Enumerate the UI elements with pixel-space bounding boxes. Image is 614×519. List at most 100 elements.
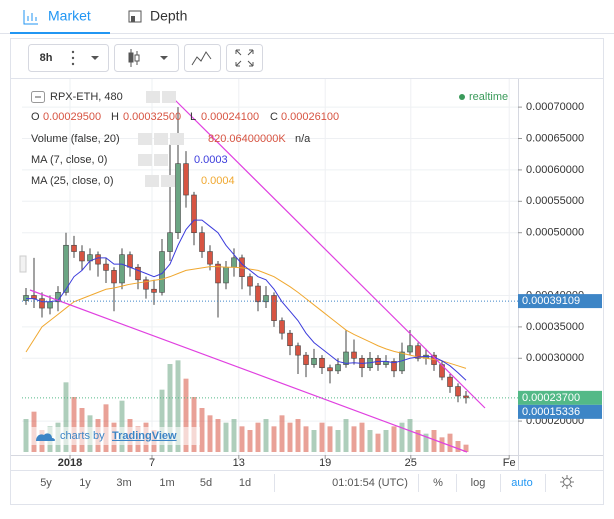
settings-button[interactable]: [146, 91, 160, 103]
grid: [22, 79, 518, 455]
fullscreen-button[interactable]: [226, 44, 263, 72]
interval-dropdown[interactable]: [71, 50, 99, 66]
y-tick-label: 0.00030000: [526, 352, 584, 364]
volume-bar: [279, 415, 285, 452]
market-icon: [23, 10, 38, 25]
volume-bar: [335, 430, 341, 452]
hide-button[interactable]: [154, 154, 168, 166]
range-button[interactable]: 1m: [159, 477, 174, 489]
candle-body: [263, 295, 269, 303]
hide-button[interactable]: [161, 175, 175, 187]
volume-bar: [167, 364, 173, 452]
tab-bar: [0, 0, 614, 34]
candle-body: [183, 163, 189, 196]
volume-bar: [247, 430, 253, 452]
volume-bar: [223, 422, 229, 452]
settings-gear[interactable]: [560, 475, 574, 489]
candle-body: [135, 266, 141, 281]
candle-body: [199, 232, 205, 252]
volume-bar: [271, 426, 277, 452]
volume-bar: [199, 408, 205, 452]
ohlc-value: 0.00029500: [43, 111, 101, 123]
candle-body: [247, 276, 253, 287]
candle-body: [303, 354, 309, 365]
candle-body: [287, 332, 293, 347]
candle-body: [47, 301, 53, 309]
ma7-legend: MA (7, close, 0): [31, 154, 107, 166]
tab-market[interactable]: Market: [48, 8, 91, 24]
candle-body: [415, 345, 421, 359]
volume-ma-box: [518, 404, 602, 419]
volume-legend: Volume (false, 20): [31, 133, 120, 145]
log-toggle[interactable]: log: [471, 477, 486, 489]
candle-body: [391, 361, 397, 372]
range-button[interactable]: 5y: [40, 477, 52, 489]
candle-body: [127, 254, 133, 268]
interval-label: 8h: [40, 52, 53, 64]
range-button[interactable]: 3m: [116, 477, 131, 489]
volume-bar: [71, 397, 77, 452]
candle-body: [175, 163, 181, 234]
auto-toggle[interactable]: auto: [511, 477, 532, 489]
volume-bar: [215, 419, 221, 452]
settings-button[interactable]: [138, 154, 152, 166]
volume-bar: [183, 378, 189, 452]
depth-icon: [128, 10, 142, 23]
volume-bar: [263, 419, 269, 452]
range-button[interactable]: 1y: [79, 477, 91, 489]
candle-body: [111, 270, 117, 284]
tab-depth[interactable]: Depth: [150, 8, 187, 24]
range-button[interactable]: 5d: [200, 477, 212, 489]
volume-bar: [407, 419, 413, 452]
volume-bar: [431, 430, 437, 452]
watermark[interactable]: charts by: [60, 430, 105, 442]
candle-body: [295, 345, 301, 356]
volume-bar: [391, 426, 397, 452]
settings-button[interactable]: [138, 133, 152, 145]
ohlc-label: C: [270, 111, 278, 123]
candle-body: [319, 357, 325, 369]
volume-bar: [327, 426, 333, 452]
percent-toggle[interactable]: %: [433, 477, 443, 489]
candle-body: [71, 244, 77, 252]
volume-bar: [239, 426, 245, 452]
trend-line[interactable]: [29, 289, 468, 453]
volume-bar: [311, 430, 317, 452]
candle-body: [95, 254, 101, 265]
volume-bar: [23, 419, 29, 452]
interval-button[interactable]: [28, 44, 109, 72]
hide-button[interactable]: [154, 133, 168, 145]
candle-body: [143, 279, 149, 290]
volume-legend-na: n/a: [295, 133, 311, 145]
candle-body: [39, 298, 45, 309]
candle-body: [351, 351, 357, 359]
candle-body: [79, 251, 85, 262]
price-label-box: [518, 294, 602, 309]
realtime-dot: [459, 94, 465, 100]
side-handle[interactable]: [19, 255, 27, 273]
volume-bar: [439, 437, 445, 452]
watermark-brand[interactable]: TradingView: [112, 430, 177, 442]
y-tick-label: 0.00035000: [526, 321, 584, 333]
remove-button[interactable]: [170, 133, 184, 145]
candle-body: [271, 295, 277, 321]
candle-body: [215, 263, 221, 284]
settings-button[interactable]: [145, 175, 159, 187]
volume-bar: [119, 400, 125, 452]
ohlc-value: 0.00024100: [201, 111, 259, 123]
ma25-legend: MA (25, close, 0): [31, 175, 114, 187]
candle-body: [335, 364, 341, 372]
volume-bar: [359, 422, 365, 452]
volume-bar: [447, 433, 453, 452]
hide-button[interactable]: [162, 91, 176, 103]
ohlc-value: 0.00026100: [281, 111, 339, 123]
chart-style-button[interactable]: [114, 44, 179, 72]
volume-bar: [319, 422, 325, 452]
volume-bar: [303, 426, 309, 452]
range-button[interactable]: 1d: [239, 477, 251, 489]
volume-legend-value: 820.06400000K: [208, 133, 286, 145]
indicators-icon: [191, 51, 212, 66]
candle-body: [255, 285, 261, 303]
trend-line[interactable]: [174, 99, 486, 409]
candle-body: [231, 257, 237, 268]
